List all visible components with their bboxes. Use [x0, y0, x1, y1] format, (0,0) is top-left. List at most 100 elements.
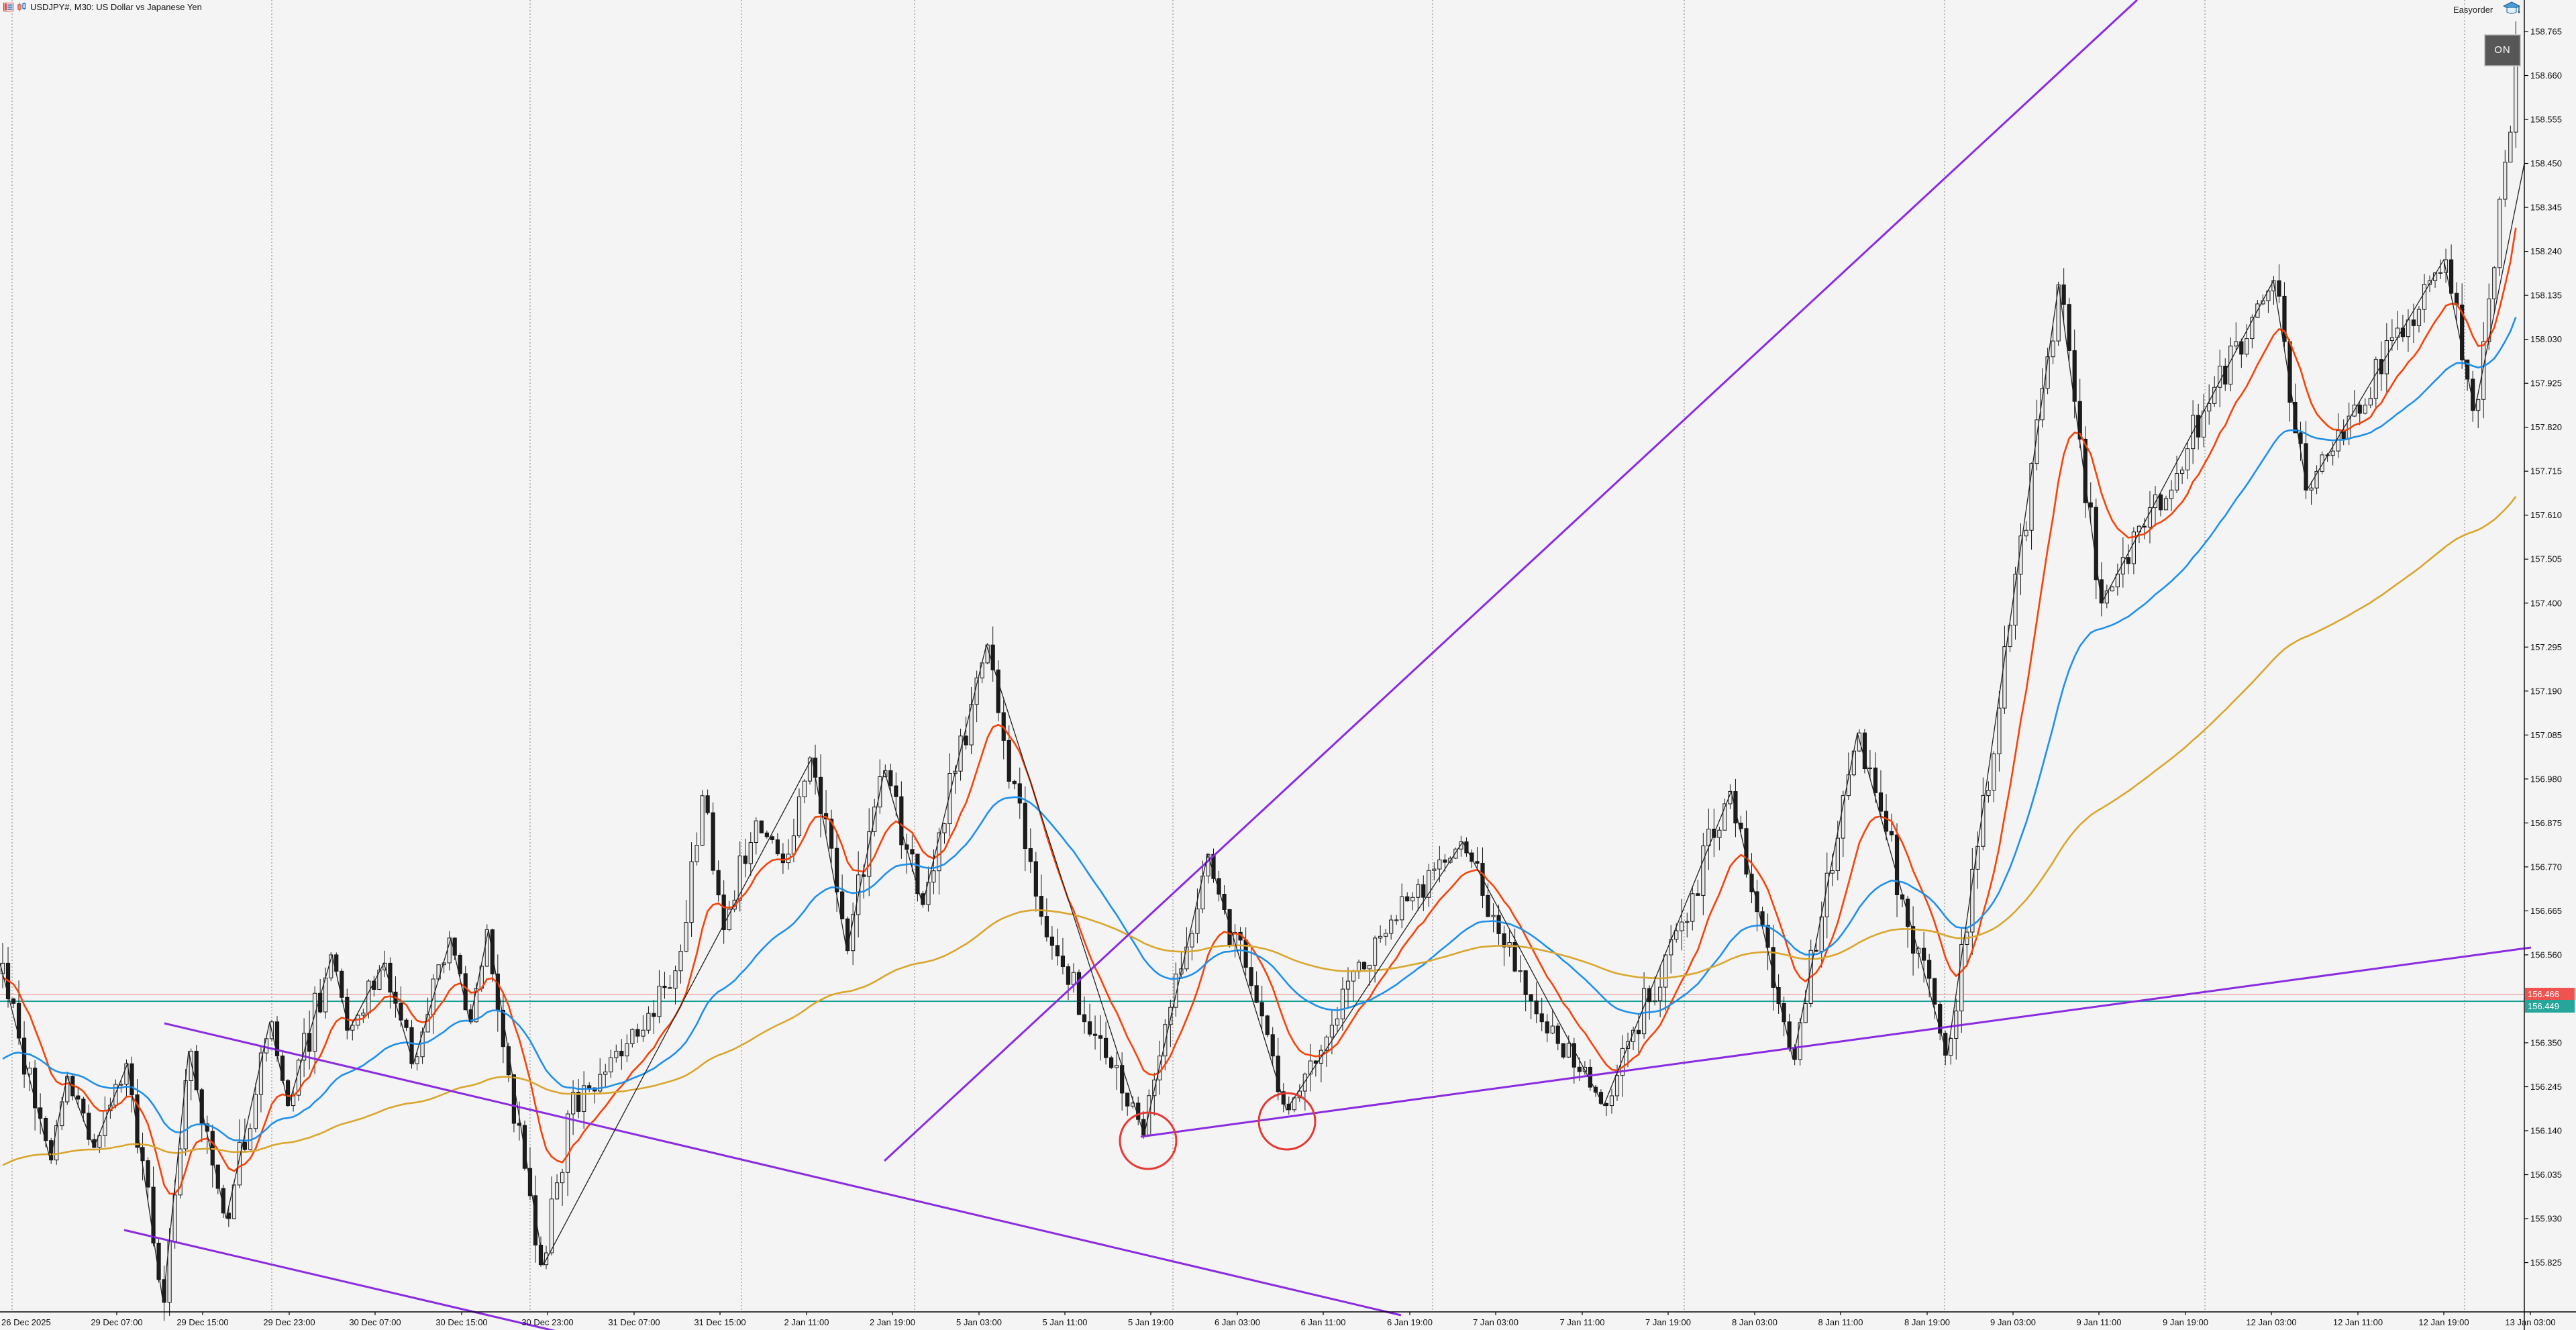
- candle-down: [1270, 1034, 1275, 1057]
- candle-up: [937, 832, 941, 872]
- candle-up: [1459, 841, 1463, 850]
- double-bottom-circles[interactable]: [1119, 1092, 1317, 1170]
- candle-up: [2384, 340, 2389, 374]
- candle-down: [862, 874, 866, 877]
- candle-down: [1217, 878, 1221, 895]
- candle-up: [1329, 1025, 1335, 1037]
- upper-channel-line[interactable]: [164, 1022, 1402, 1317]
- candle-down: [1927, 960, 1932, 979]
- candle-down: [964, 735, 968, 746]
- time-tick-label: 9 Jan 11:00: [2077, 1317, 2122, 1327]
- candle-up: [425, 1014, 430, 1033]
- candle-down: [1254, 985, 1259, 1003]
- time-tick-label: 29 Dec 23:00: [263, 1317, 315, 1327]
- candle-up: [684, 922, 688, 952]
- candle-up: [1384, 933, 1388, 937]
- time-tick-label: 12 Jan 19:00: [2418, 1317, 2469, 1327]
- lower-channel-line[interactable]: [123, 1229, 557, 1330]
- candle-down: [1561, 1043, 1565, 1058]
- candle-up: [1609, 1095, 1614, 1107]
- easyorder-cap-icon[interactable]: [2503, 1, 2520, 17]
- candle-up: [646, 1013, 651, 1031]
- candle-down: [1066, 966, 1071, 985]
- candle-up: [442, 962, 446, 966]
- steep-ascending-trendline[interactable]: [883, 0, 2139, 1162]
- candle-up: [727, 909, 731, 930]
- candle-up: [1835, 837, 1840, 872]
- candle-up: [447, 937, 452, 964]
- candle-down: [1577, 1066, 1582, 1072]
- candle-up: [614, 1050, 619, 1058]
- candle-up: [119, 1084, 123, 1086]
- candle-up: [189, 1050, 193, 1082]
- candle-down: [215, 1164, 220, 1189]
- candle-up: [377, 970, 382, 990]
- candle-up: [2250, 317, 2255, 340]
- candle-down: [780, 853, 786, 864]
- candle-down: [1529, 994, 1533, 1002]
- candle-up: [689, 861, 694, 923]
- candle-down: [199, 1089, 204, 1125]
- candle-up: [931, 870, 936, 883]
- ask-price-tag: 156.466: [2525, 987, 2575, 1001]
- candle-down: [759, 820, 764, 833]
- candle-down: [705, 795, 710, 813]
- candle-down: [1049, 936, 1055, 946]
- trade-panel-icon[interactable]: [3, 2, 13, 12]
- price-tick-label: 157.190: [2530, 686, 2562, 696]
- candle-down: [76, 1095, 81, 1100]
- fast-ma-line: [2, 227, 2517, 1195]
- double-bottom-neckline[interactable]: [1140, 946, 2532, 1138]
- candle-down: [1555, 1025, 1560, 1044]
- candle-up: [54, 1125, 59, 1161]
- candle-up: [1340, 988, 1345, 1019]
- candle-down: [1938, 1004, 1943, 1034]
- candle-down: [2411, 319, 2416, 326]
- double-bottom-circle[interactable]: [1119, 1111, 1178, 1170]
- candle-up: [2438, 272, 2443, 274]
- candle-up: [484, 929, 489, 967]
- candle-down: [1405, 896, 1410, 902]
- candle-up: [1642, 988, 1647, 1035]
- price-tick-label: 158.660: [2530, 70, 2562, 81]
- candle-down: [2379, 359, 2383, 374]
- candle-down: [1539, 1013, 1544, 1023]
- price-tick-label: 157.295: [2530, 642, 2562, 652]
- candle-up: [807, 758, 813, 782]
- candle-down: [1878, 792, 1884, 812]
- candle-down: [2277, 280, 2281, 297]
- candle-down: [1276, 1056, 1280, 1092]
- candle-down: [151, 1186, 156, 1243]
- time-tick-label: 9 Jan 03:00: [1990, 1317, 2036, 1327]
- time-tick-label: 6 Jan 03:00: [1215, 1317, 1260, 1327]
- candle-up: [2202, 411, 2206, 438]
- double-bottom-circle[interactable]: [1257, 1092, 1317, 1151]
- trendlines[interactable]: [123, 0, 2532, 1330]
- candle-down: [721, 894, 726, 930]
- candle-up: [1389, 919, 1394, 934]
- price-tick-label: 156.875: [2530, 818, 2562, 828]
- price-tick-label: 158.555: [2530, 115, 2562, 125]
- candle-down: [458, 955, 462, 974]
- candle-up: [2163, 498, 2169, 511]
- candle-up: [791, 835, 796, 855]
- candle-up: [2368, 398, 2373, 406]
- candle-down: [894, 785, 898, 797]
- candle-up: [566, 1113, 570, 1173]
- candles-icon[interactable]: [17, 2, 27, 12]
- time-tick-label: 8 Jan 19:00: [1904, 1317, 1950, 1327]
- candle-up: [1518, 970, 1523, 972]
- candle-down: [1523, 970, 1528, 995]
- candle-up: [1663, 954, 1668, 988]
- easyorder-on-button[interactable]: ON: [2484, 34, 2521, 66]
- time-tick-label: 2 Jan 11:00: [784, 1317, 829, 1327]
- price-tick-label: 156.140: [2530, 1126, 2562, 1136]
- candle-up: [1416, 884, 1421, 898]
- candle-up: [1685, 921, 1690, 923]
- candle-up: [350, 1025, 355, 1031]
- candle-up: [2180, 469, 2185, 474]
- candle-up: [1658, 986, 1663, 1001]
- candle-down: [1696, 893, 1700, 896]
